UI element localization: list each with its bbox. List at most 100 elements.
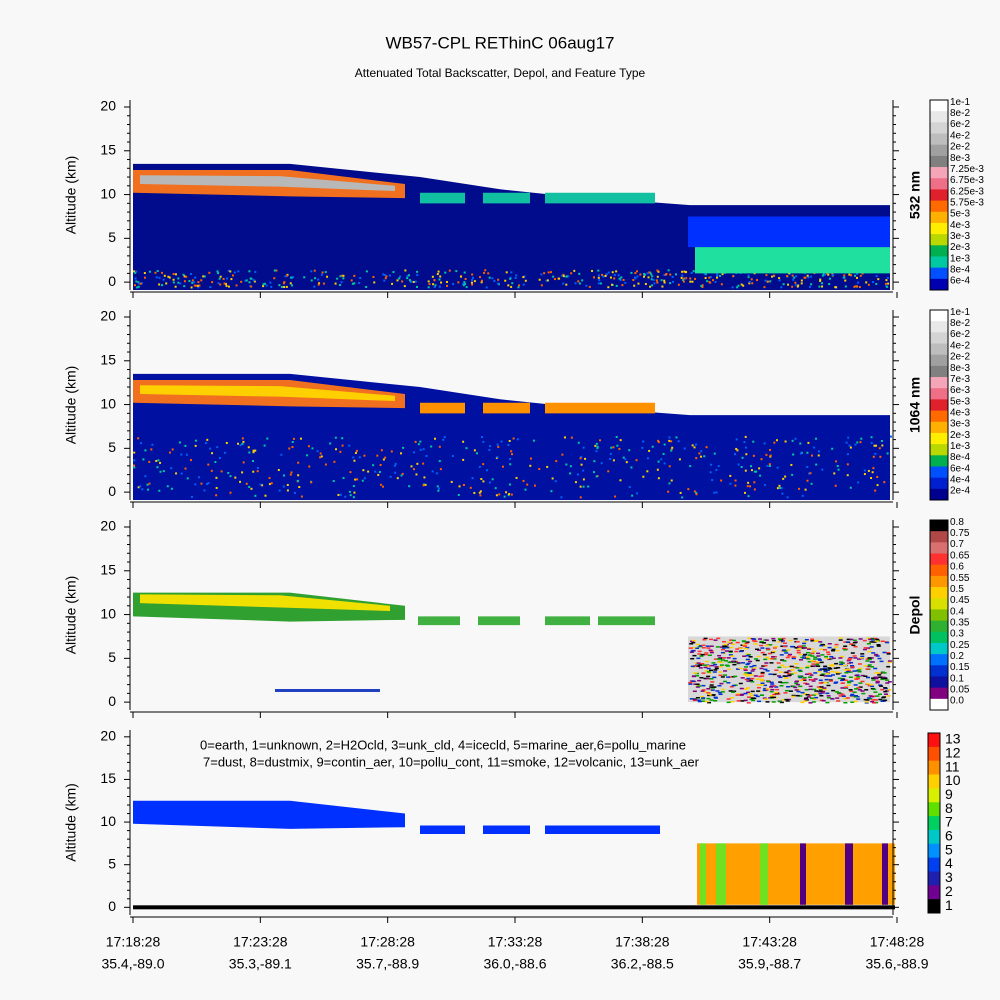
speckle	[796, 651, 801, 654]
speckle	[808, 676, 813, 678]
speckle	[766, 680, 771, 683]
colorbar-swatch	[930, 354, 948, 367]
speckle	[832, 274, 835, 277]
speckle	[252, 460, 255, 463]
speckle	[668, 482, 671, 485]
speckle	[697, 650, 702, 653]
speckle	[349, 494, 352, 497]
speckle	[695, 493, 698, 496]
colorbar-swatch	[930, 698, 948, 711]
speckle	[875, 638, 880, 641]
speckle	[683, 447, 686, 450]
speckle	[697, 700, 702, 703]
speckle	[372, 275, 375, 278]
speckle	[597, 276, 600, 279]
speckle	[855, 670, 860, 672]
speckle	[867, 657, 872, 659]
speckle	[223, 451, 226, 454]
speckle	[834, 646, 839, 648]
speckle	[651, 284, 654, 287]
speckle	[635, 270, 638, 273]
speckle	[560, 274, 563, 277]
speckle	[748, 693, 753, 695]
speckle	[550, 271, 553, 274]
speckle	[609, 276, 612, 279]
speckle	[630, 271, 633, 274]
speckle	[804, 697, 809, 699]
speckle	[748, 660, 753, 663]
speckle	[784, 475, 787, 478]
colorbar-swatch	[930, 222, 948, 235]
speckle	[512, 437, 515, 440]
speckle	[734, 453, 737, 456]
speckle	[835, 460, 838, 463]
speckle	[720, 691, 725, 693]
speckle	[280, 453, 283, 456]
speckle	[324, 463, 327, 466]
speckle	[800, 691, 805, 694]
speckle	[288, 447, 291, 450]
speckle	[261, 484, 264, 487]
colorbar-swatch	[930, 687, 948, 700]
speckle	[726, 657, 731, 659]
speckle	[256, 470, 259, 473]
speckle	[785, 656, 790, 659]
speckle	[819, 668, 824, 670]
speckle	[205, 442, 208, 445]
speckle	[635, 459, 638, 462]
speckle	[737, 284, 740, 287]
speckle	[222, 277, 225, 280]
speckle	[798, 645, 803, 647]
speckle	[848, 444, 851, 447]
speckle	[240, 280, 243, 283]
speckle	[821, 643, 826, 646]
speckle	[785, 689, 790, 692]
speckle	[766, 464, 769, 467]
speckle	[772, 673, 777, 676]
colorbar-label: 13	[945, 731, 961, 747]
speckle	[801, 494, 804, 497]
speckle	[197, 281, 200, 284]
speckle	[788, 690, 793, 692]
colorbar-swatch	[930, 155, 948, 168]
speckle	[194, 284, 197, 287]
speckle	[871, 699, 876, 701]
speckle	[706, 647, 711, 649]
speckle	[849, 486, 852, 489]
speckle	[692, 699, 697, 702]
speckle	[822, 273, 825, 276]
speckle	[752, 664, 757, 667]
speckle	[471, 283, 474, 286]
speckle	[869, 646, 874, 648]
speckle	[701, 700, 706, 703]
y-tick-label: 15	[100, 770, 116, 786]
speckle	[263, 444, 266, 447]
speckle	[225, 284, 228, 287]
speckle	[763, 684, 768, 687]
speckle	[709, 275, 712, 278]
speckle	[155, 276, 158, 279]
speckle	[864, 689, 869, 691]
colorbar-label: 6e-4	[950, 463, 970, 474]
speckle	[618, 277, 621, 280]
speckle	[709, 651, 714, 654]
speckle	[784, 677, 789, 679]
speckle	[746, 702, 751, 704]
speckle	[826, 653, 831, 656]
speckle	[752, 667, 757, 669]
speckle	[843, 686, 848, 689]
speckle	[828, 668, 833, 670]
speckle	[769, 695, 774, 697]
speckle	[723, 645, 728, 648]
speckle	[841, 678, 846, 680]
speckle	[716, 273, 719, 276]
speckle	[703, 455, 706, 458]
speckle	[810, 283, 813, 286]
speckle	[850, 665, 855, 667]
speckle	[765, 453, 768, 456]
speckle	[488, 276, 491, 279]
colorbar-label: 0.5	[950, 584, 964, 595]
speckle	[821, 282, 824, 285]
speckle	[464, 277, 467, 280]
speckle	[439, 468, 442, 471]
